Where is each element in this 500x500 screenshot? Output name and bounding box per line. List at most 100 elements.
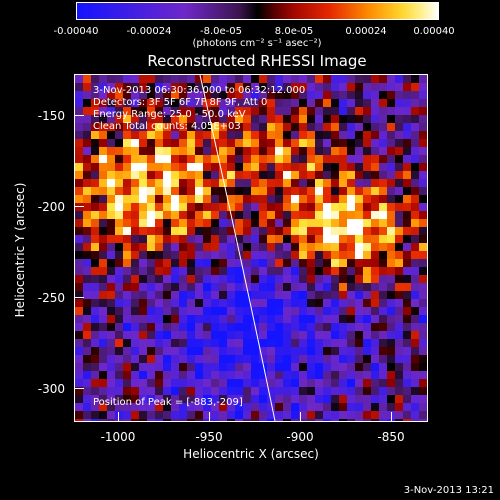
heatmap-cell <box>155 395 163 403</box>
heatmap-cell <box>371 139 379 147</box>
heatmap-cell <box>379 179 387 187</box>
heatmap-cell <box>307 315 315 323</box>
heatmap-cell <box>307 147 315 155</box>
heatmap-cell <box>251 371 259 379</box>
heatmap-cell <box>379 299 387 307</box>
heatmap-cell <box>323 411 331 419</box>
heatmap-cell <box>363 251 371 259</box>
heatmap-cell <box>195 147 203 155</box>
heatmap-cell <box>107 371 115 379</box>
heatmap-cell <box>195 83 203 91</box>
heatmap-cell <box>203 131 211 139</box>
heatmap-cell <box>355 283 363 291</box>
heatmap-cell <box>195 331 203 339</box>
heatmap-cell <box>315 379 323 387</box>
heatmap-cell <box>99 107 107 115</box>
heatmap-cell <box>123 419 131 421</box>
heatmap-cell <box>267 115 275 123</box>
heatmap-cell <box>75 107 83 115</box>
heatmap-cell <box>131 251 139 259</box>
heatmap-cell <box>187 379 195 387</box>
heatmap-cell <box>387 139 395 147</box>
heatmap-cell <box>235 171 243 179</box>
heatmap-cell <box>323 227 331 235</box>
heatmap-cell <box>251 347 259 355</box>
heatmap-cell <box>291 171 299 179</box>
heatmap-cell <box>307 283 315 291</box>
heatmap-cell <box>259 307 267 315</box>
heatmap-cell <box>323 283 331 291</box>
heatmap-cell <box>267 275 275 283</box>
heatmap-cell <box>395 99 403 107</box>
heatmap-cell <box>283 419 291 421</box>
heatmap-cell <box>179 179 187 187</box>
heatmap-cell <box>179 123 187 131</box>
heatmap-cell <box>315 307 323 315</box>
heatmap-cell <box>379 235 387 243</box>
heatmap-cell <box>347 379 355 387</box>
heatmap-cell <box>203 275 211 283</box>
heatmap-cell <box>179 371 187 379</box>
heatmap-cell <box>227 251 235 259</box>
heatmap-cell <box>371 275 379 283</box>
heatmap-cell <box>195 123 203 131</box>
heatmap-cell <box>147 107 155 115</box>
heatmap-cell <box>179 75 187 83</box>
heatmap-cell <box>99 179 107 187</box>
heatmap-cell <box>147 411 155 419</box>
heatmap-cell <box>83 403 91 411</box>
heatmap-cell <box>419 227 427 235</box>
heatmap-cell <box>419 339 427 347</box>
heatmap-cell <box>275 131 283 139</box>
heatmap-cell <box>363 99 371 107</box>
heatmap-cell <box>411 219 419 227</box>
heatmap-cell <box>411 195 419 203</box>
heatmap-cell <box>171 107 179 115</box>
x-tick-mark <box>209 412 210 421</box>
heatmap-cell <box>363 179 371 187</box>
heatmap-cell <box>275 371 283 379</box>
heatmap-cell <box>371 227 379 235</box>
heatmap-cell <box>163 267 171 275</box>
heatmap-cell <box>187 115 195 123</box>
heatmap-cell <box>411 147 419 155</box>
heatmap-cell <box>123 139 131 147</box>
heatmap-cell <box>163 195 171 203</box>
heatmap-cell <box>219 259 227 267</box>
heatmap-cell <box>307 155 315 163</box>
heatmap-cell <box>99 419 107 421</box>
heatmap-cell <box>227 107 235 115</box>
heatmap-cell <box>395 139 403 147</box>
heatmap-cell <box>371 187 379 195</box>
heatmap-cell <box>371 155 379 163</box>
heatmap-cell <box>347 123 355 131</box>
heatmap-cell <box>99 315 107 323</box>
heatmap-cell <box>395 243 403 251</box>
heatmap-cell <box>203 83 211 91</box>
heatmap-cell <box>147 171 155 179</box>
heatmap-cell <box>283 83 291 91</box>
heatmap-cell <box>171 163 179 171</box>
y-tick-label: -250 <box>37 291 65 305</box>
heatmap-cell <box>331 267 339 275</box>
heatmap-cell <box>411 131 419 139</box>
heatmap-cell <box>147 115 155 123</box>
heatmap-cell <box>299 387 307 395</box>
heatmap-cell <box>179 243 187 251</box>
heatmap-cell <box>147 195 155 203</box>
y-axis-label: Heliocentric Y (arcsec) <box>13 182 27 318</box>
heatmap-cell <box>243 331 251 339</box>
heatmap-cell <box>235 403 243 411</box>
heatmap-cell <box>347 235 355 243</box>
heatmap-cell <box>91 211 99 219</box>
heatmap-cell <box>363 323 371 331</box>
heatmap-cell <box>395 219 403 227</box>
heatmap-cell <box>163 219 171 227</box>
heatmap-cell <box>379 291 387 299</box>
colorbar-tick: 8.0e-05 <box>274 26 314 37</box>
heatmap-cell <box>371 171 379 179</box>
heatmap-cell <box>275 307 283 315</box>
heatmap-cell <box>339 323 347 331</box>
heatmap-cell <box>139 83 147 91</box>
heatmap-cell <box>331 139 339 147</box>
